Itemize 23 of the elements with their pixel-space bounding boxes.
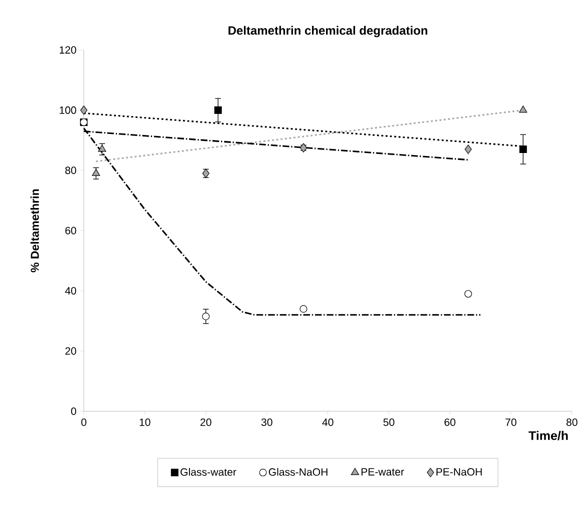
chart-title: Deltamethrin chemical degradation xyxy=(228,26,428,38)
y-tick-label: 20 xyxy=(65,347,76,355)
x-tick-label: 20 xyxy=(200,418,212,426)
y-tick-label: 80 xyxy=(65,166,76,174)
x-tick-label: 70 xyxy=(506,418,516,426)
y-tick-label: 120 xyxy=(60,46,76,54)
x-tick-label: 40 xyxy=(322,418,334,426)
x-tick-label: 60 xyxy=(444,418,456,426)
x-tick-label: 50 xyxy=(383,418,394,426)
legend-label: PE-water xyxy=(362,468,404,476)
y-tick-label: 40 xyxy=(65,287,76,295)
legend-label: Glass-NaOH xyxy=(268,468,328,476)
y-axis-title: % Deltamethrin xyxy=(30,189,39,272)
legend-label: Glass-water xyxy=(180,468,236,476)
legend-label: PE-NaOH xyxy=(436,468,482,476)
x-tick-label: 80 xyxy=(566,418,578,426)
y-tick-label: 60 xyxy=(65,226,76,234)
x-tick-label: 10 xyxy=(140,418,150,426)
y-tick-label: 0 xyxy=(71,407,76,415)
x-axis-title: Time/h xyxy=(528,430,568,440)
y-tick-label: 100 xyxy=(60,106,76,114)
x-tick-label: 30 xyxy=(261,418,272,426)
x-tick-label: 0 xyxy=(81,418,86,426)
